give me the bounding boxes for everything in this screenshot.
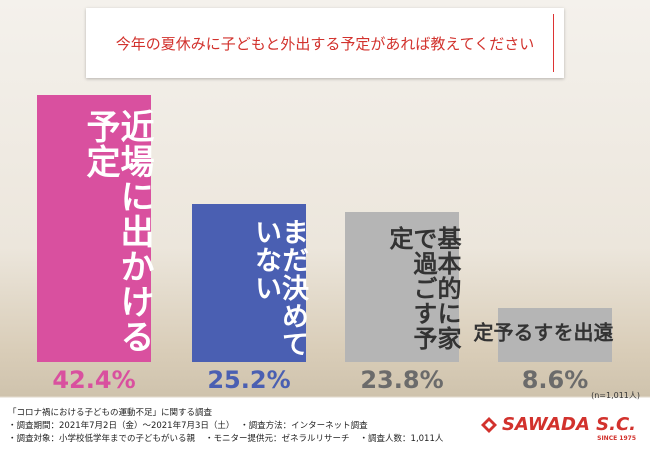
footer-item: ・調査方法：インターネット調査 (240, 421, 368, 431)
chart-title: 今年の夏休みに子どもと外出する予定があれば教えてください (115, 34, 535, 53)
logo-name: SAWADA S.C. (501, 414, 636, 435)
footer-row: ・調査対象：小学校低学年までの子どもがいる親 ・モニター提供元：ゼネラルリサーチ・… (8, 433, 453, 446)
bar-label: 遠出をする予定 (470, 321, 614, 343)
logo-since: SINCE 1975 (597, 435, 636, 442)
footer: 「コロナ禍における子どもの運動不足」に関する調査 ・調査期間：2021年7月2日… (8, 407, 453, 446)
footer-heading: 「コロナ禍における子どもの運動不足」に関する調査 (8, 408, 213, 418)
footer-row: ・調査期間：2021年7月2日（金）～2021年7月3日（土） ・調査方法：インタ… (8, 420, 453, 433)
bar-label: まだ決めていない (250, 217, 308, 358)
sample-note: (n=1,011人) (591, 391, 640, 400)
footer-item: ・調査期間：2021年7月2日（金）～2021年7月3日（土） (8, 421, 231, 431)
bar: 基本的に家で過ごす予定 (345, 212, 461, 362)
value-label: 42.4% (52, 366, 136, 394)
value-label: 23.8% (360, 366, 444, 394)
bar: 遠出をする予定 (470, 307, 614, 362)
title-box: 今年の夏休みに子どもと外出する予定があれば教えてください (86, 8, 564, 78)
logo-icon (480, 417, 497, 433)
bar-label: 基本的に家で過ごす予定 (385, 226, 461, 352)
value-label: 25.2% (207, 366, 291, 394)
bar-label: 近場に出かける予定 (80, 109, 154, 355)
footer-item: ・調査対象：小学校低学年までの子どもがいる親 (8, 434, 196, 444)
footer-item: ・調査人数：1,011人 (359, 434, 444, 444)
bar: 近場に出かける予定 (37, 95, 154, 362)
bar: まだ決めていない (192, 203, 308, 362)
logo: SAWADA S.C. SINCE 1975 (480, 414, 636, 442)
value-label: 8.6% (521, 366, 589, 394)
footer-item: ・モニター提供元：ゼネラルリサーチ (205, 434, 350, 444)
